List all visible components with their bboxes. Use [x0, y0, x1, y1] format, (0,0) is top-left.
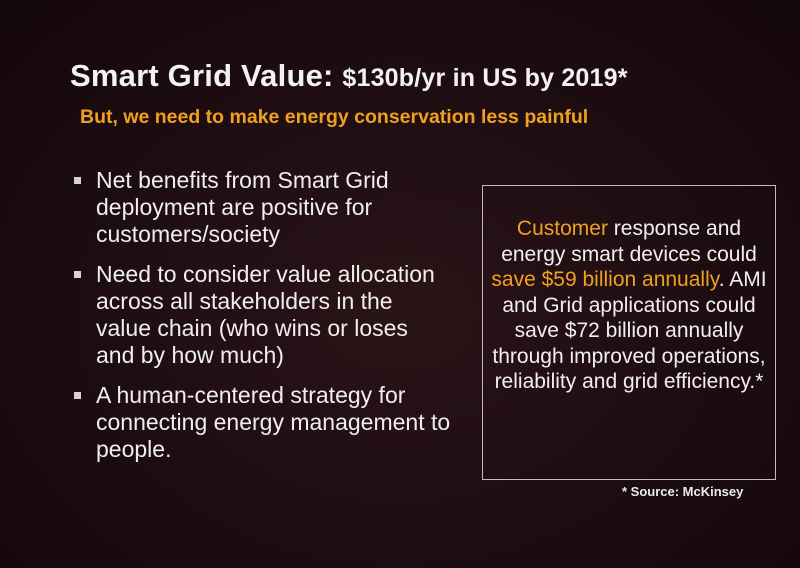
bullet-item: Net benefits from Smart Grid deployment …	[72, 167, 452, 248]
square-bullet-icon	[74, 271, 81, 278]
callout-box: Customer response and energy smart devic…	[482, 185, 776, 480]
bullet-text: Need to consider value allocation across…	[96, 261, 435, 368]
square-bullet-icon	[74, 392, 81, 399]
source-note: * Source: McKinsey	[622, 484, 744, 499]
slide-title-main: Smart Grid Value:	[70, 58, 343, 93]
bullet-text: A human-centered strategy for connecting…	[96, 382, 451, 462]
square-bullet-icon	[74, 177, 81, 184]
callout-text-1: response and energy smart devices could	[501, 217, 757, 266]
bullet-text: Net benefits from Smart Grid deployment …	[96, 167, 389, 247]
slide-title: Smart Grid Value: $130b/yr in US by 2019…	[70, 58, 628, 94]
bullet-item: Need to consider value allocation across…	[72, 261, 452, 369]
callout-text-2: . AMI and Grid applications could save $…	[492, 268, 767, 393]
slide-subtitle: But, we need to make energy conservation…	[80, 106, 589, 128]
callout-highlight-customer: Customer	[516, 217, 608, 240]
callout-highlight-savings: save $59 billion annually	[491, 268, 719, 291]
bullet-item: A human-centered strategy for connecting…	[72, 382, 452, 463]
slide-title-sub: $130b/yr in US by 2019*	[342, 64, 628, 92]
bullet-list: Net benefits from Smart Grid deployment …	[72, 167, 452, 476]
